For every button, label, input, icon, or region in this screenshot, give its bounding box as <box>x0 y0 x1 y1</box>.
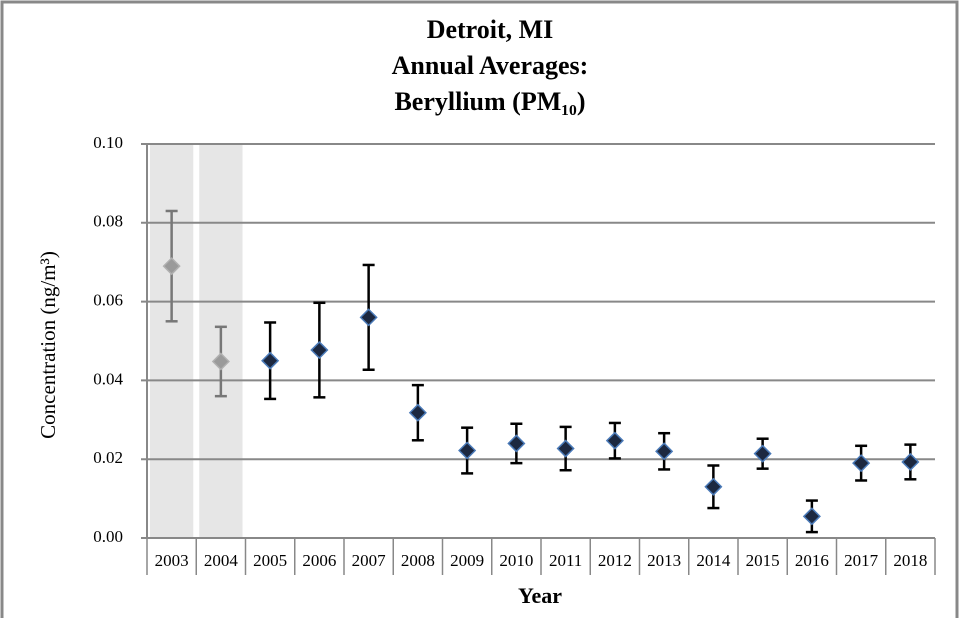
x-tick-label: 2005 <box>253 551 287 570</box>
x-tick-label: 2013 <box>647 551 681 570</box>
chart-title: Detroit, MI <box>427 15 554 44</box>
x-tick-label: 2006 <box>302 551 336 570</box>
data-point <box>556 439 575 458</box>
x-tick-label: 2014 <box>696 551 731 570</box>
data-point <box>310 341 329 360</box>
x-tick-label: 2004 <box>204 551 239 570</box>
data-point <box>605 431 624 450</box>
data-point <box>704 477 723 496</box>
x-tick-label: 2016 <box>795 551 829 570</box>
x-tick-label: 2009 <box>450 551 484 570</box>
data-point <box>261 351 280 370</box>
chart-title: Beryllium (PM₁₀) <box>394 87 585 116</box>
shaded-band <box>150 144 194 538</box>
x-tick-label: 2008 <box>401 551 435 570</box>
x-tick-label: 2007 <box>352 551 387 570</box>
x-tick-label: 2012 <box>598 551 632 570</box>
x-axis-label: Year <box>518 583 562 608</box>
data-point <box>211 352 230 371</box>
data-point <box>507 434 526 453</box>
x-tick-label: 2010 <box>499 551 533 570</box>
data-point <box>359 308 378 327</box>
x-tick-label: 2003 <box>155 551 189 570</box>
y-axis-label: Concentration (ng/m³) <box>36 251 60 439</box>
y-tick-label: 0.00 <box>93 527 123 546</box>
x-tick-label: 2017 <box>844 551 879 570</box>
y-tick-label: 0.10 <box>93 133 123 152</box>
data-point <box>655 442 674 461</box>
data-point <box>852 454 871 473</box>
x-tick-label: 2015 <box>746 551 780 570</box>
y-tick-label: 0.06 <box>93 291 123 310</box>
data-point <box>901 452 920 472</box>
data-point <box>802 507 821 526</box>
data-point <box>753 444 772 463</box>
x-tick-label: 2011 <box>549 551 582 570</box>
data-point <box>458 441 477 460</box>
y-tick-label: 0.02 <box>93 448 123 467</box>
chart-title: Annual Averages: <box>392 51 589 80</box>
x-tick-label: 2018 <box>893 551 927 570</box>
y-tick-label: 0.08 <box>93 212 123 231</box>
data-point <box>408 403 427 422</box>
data-point <box>162 257 181 276</box>
y-tick-label: 0.04 <box>93 369 123 388</box>
